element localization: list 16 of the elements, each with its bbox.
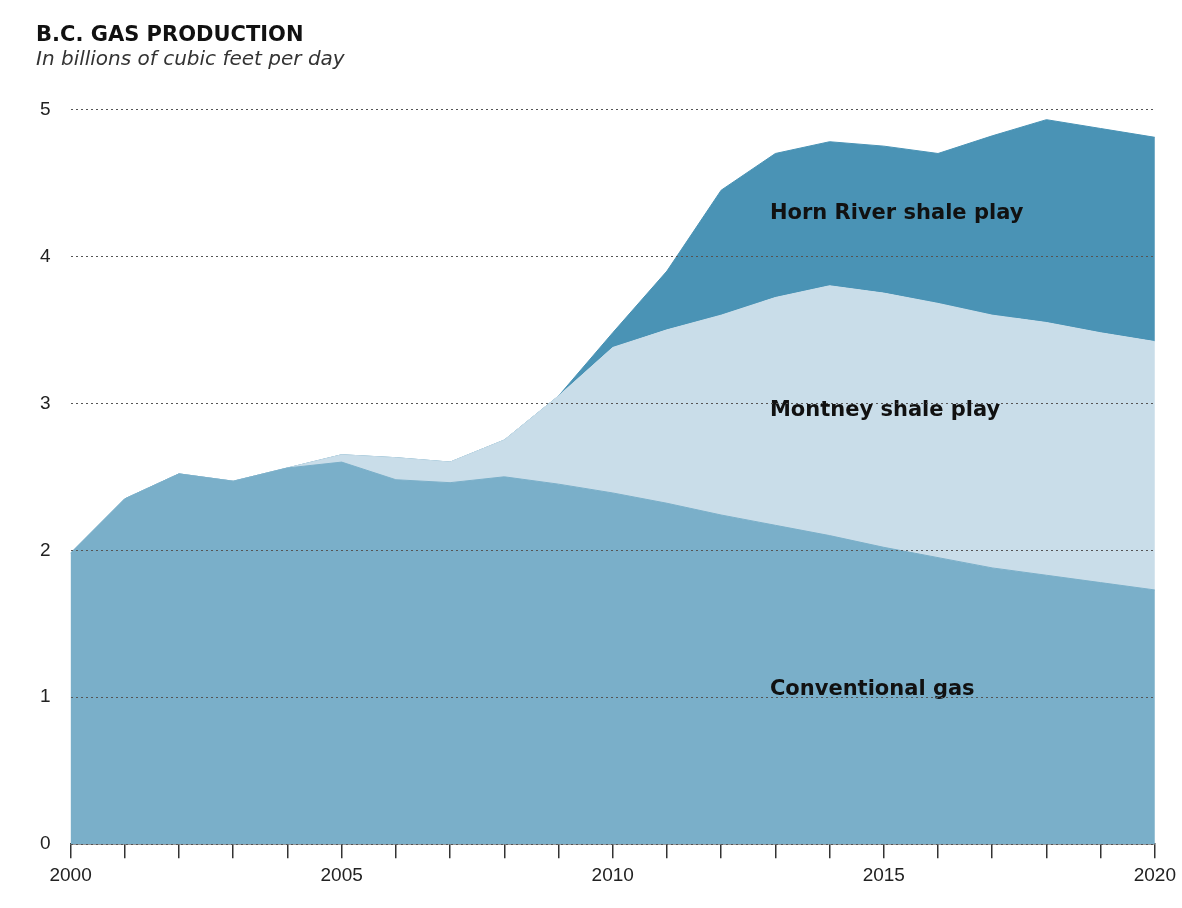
series-label: Horn River shale play <box>769 200 1024 225</box>
y-tick-label: 2 <box>39 538 51 560</box>
chart-subtitle: In billions of cubic feet per day <box>36 46 345 70</box>
series-label: Montney shale play <box>769 397 1001 422</box>
series-label: Conventional gas <box>769 676 975 701</box>
y-tick-label: 0 <box>39 832 51 854</box>
x-tick-label: 2005 <box>320 863 363 885</box>
y-tick-label: 1 <box>39 685 51 707</box>
chart-title: B.C. GAS PRODUCTION <box>36 22 305 46</box>
x-tick-label: 2010 <box>591 863 634 885</box>
y-tick-label: 5 <box>39 97 51 119</box>
y-tick-label: 3 <box>39 391 51 413</box>
x-tick-label: 2000 <box>49 863 92 885</box>
x-tick-label: 2015 <box>862 863 905 885</box>
y-tick-label: 4 <box>39 244 51 266</box>
x-tick-label: 2020 <box>1133 863 1177 885</box>
